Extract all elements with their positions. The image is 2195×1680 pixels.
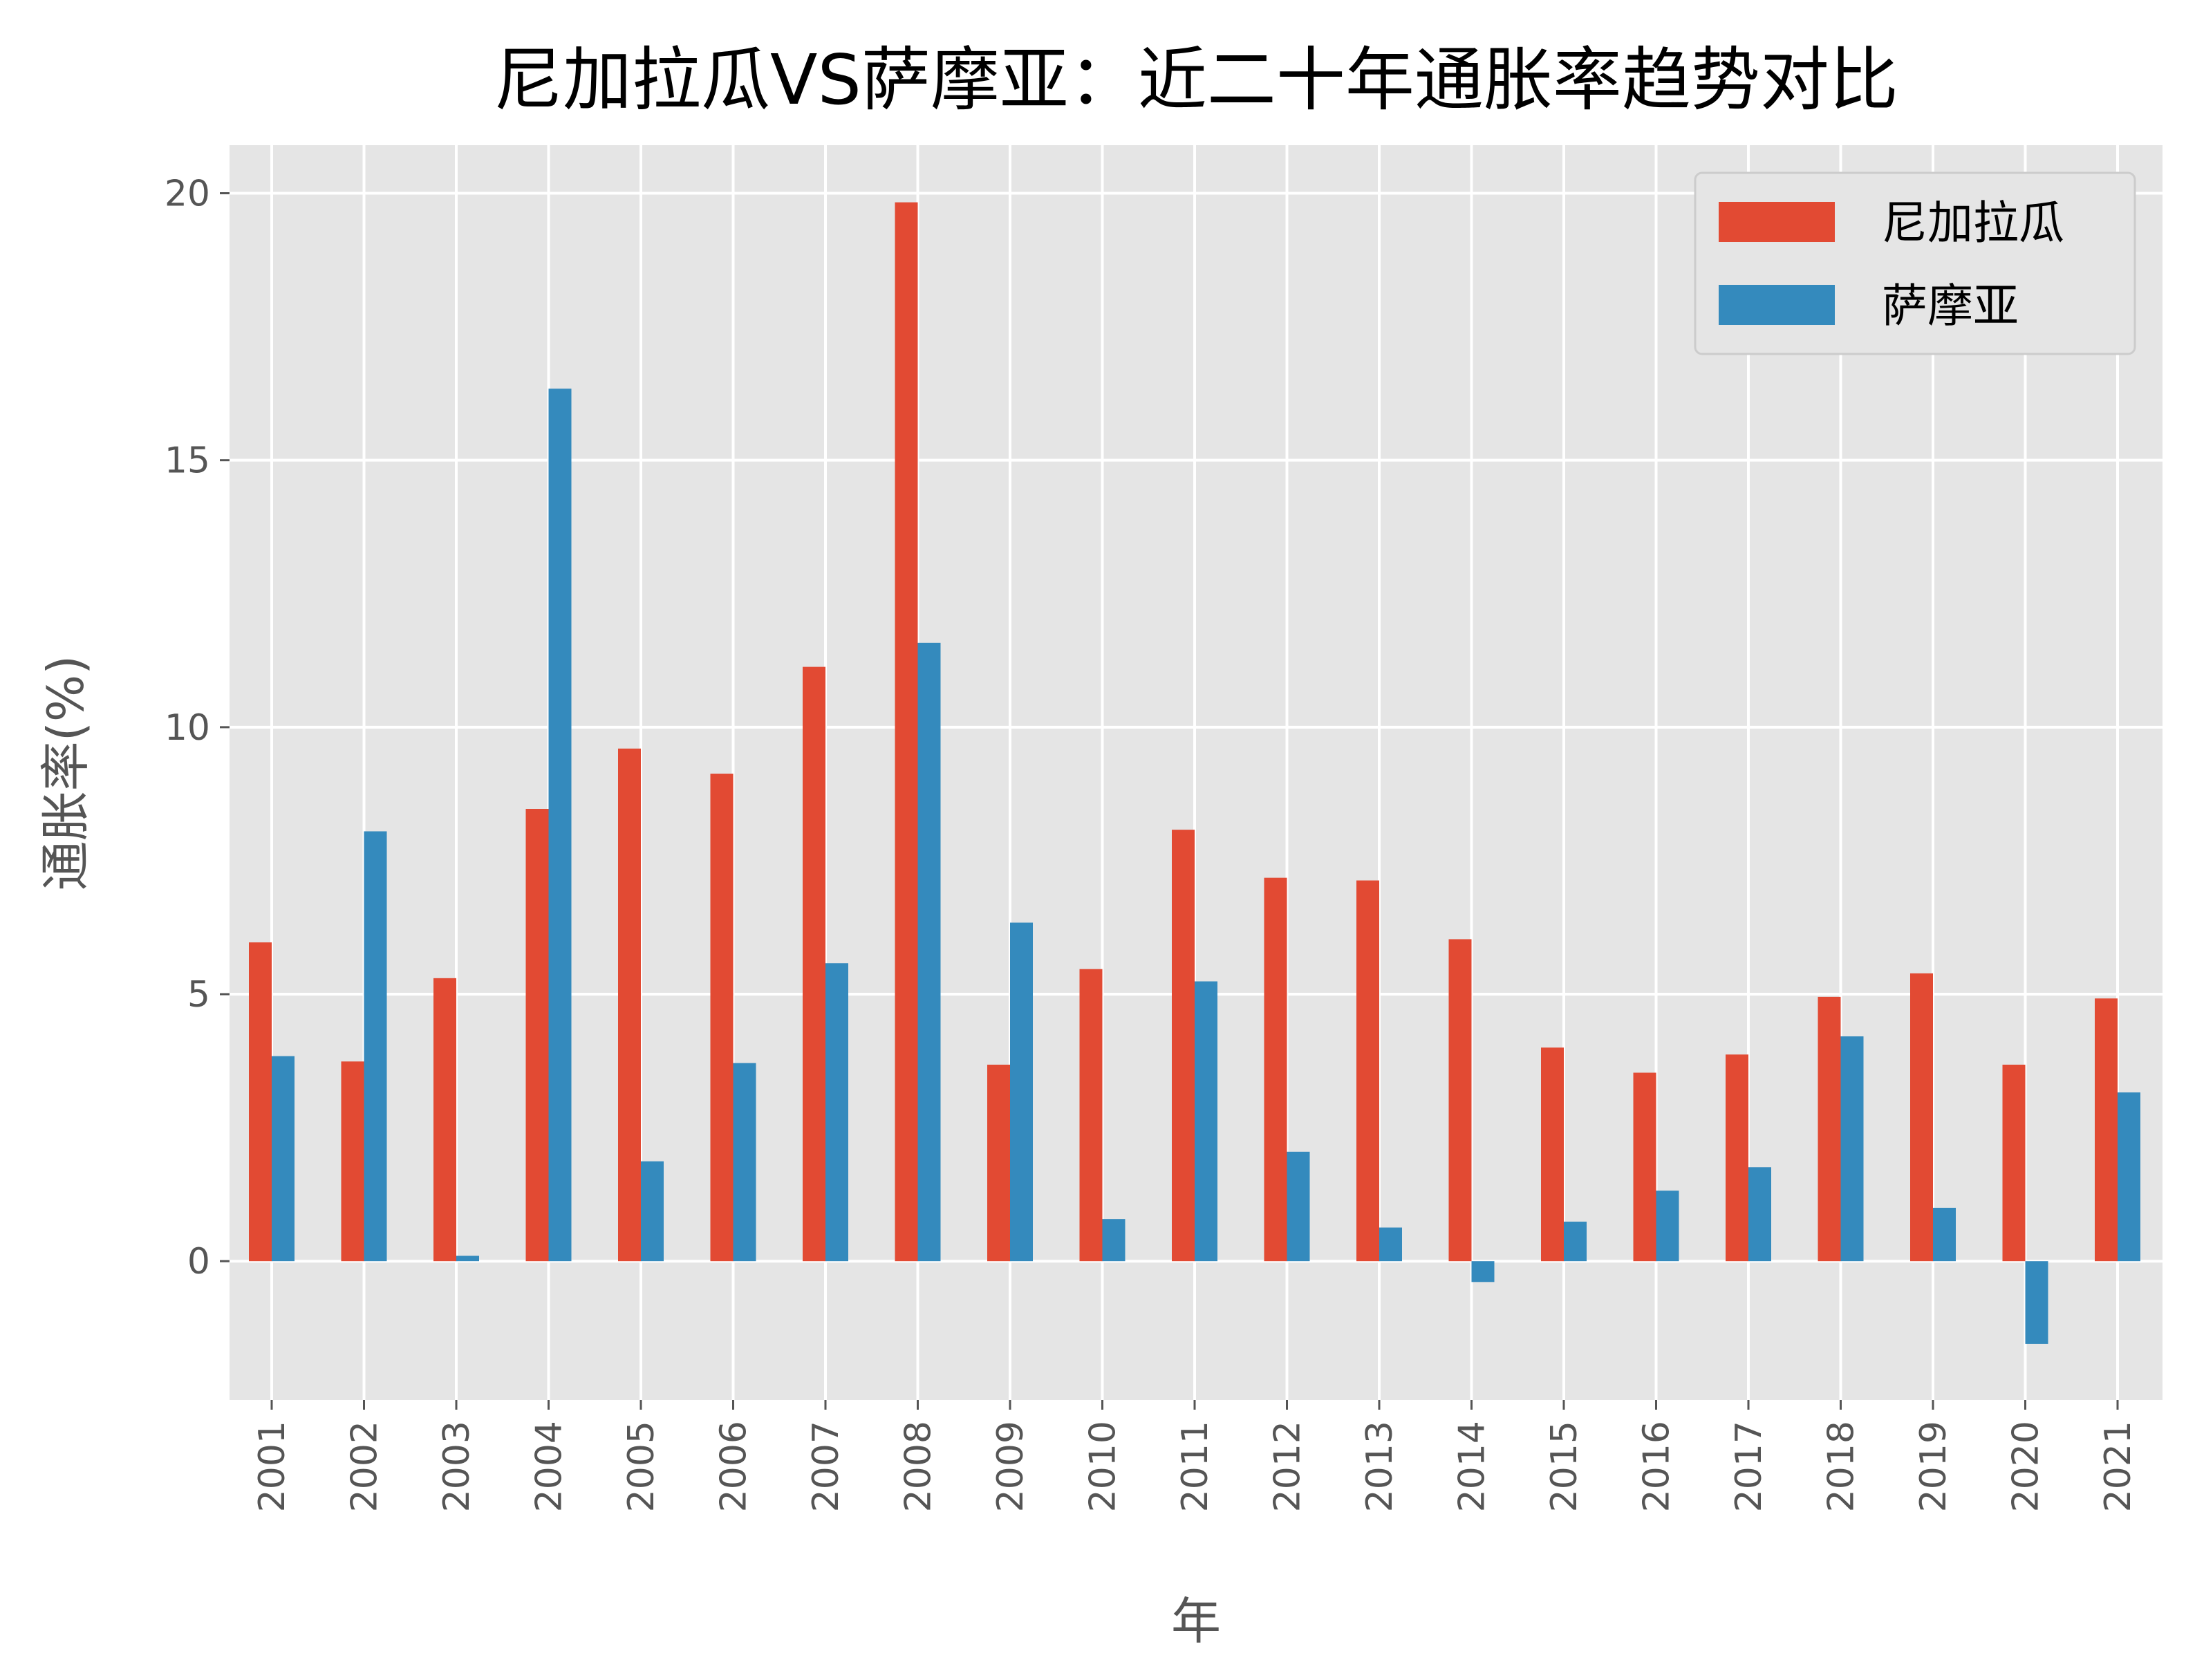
bar-nicaragua-2020 bbox=[2002, 1064, 2026, 1262]
bar-nicaragua-2005 bbox=[618, 748, 641, 1262]
bar-nicaragua-2012 bbox=[1264, 877, 1287, 1262]
bar-samoa-2009 bbox=[1010, 922, 1033, 1262]
bar-samoa-2008 bbox=[917, 642, 941, 1262]
x-tick-label: 2018 bbox=[1821, 1421, 1862, 1512]
x-tick-label: 2002 bbox=[344, 1421, 386, 1512]
bar-samoa-2018 bbox=[1840, 1036, 1864, 1262]
bar-samoa-2020 bbox=[2025, 1261, 2048, 1344]
x-tick-label: 2005 bbox=[621, 1421, 662, 1512]
bar-nicaragua-2004 bbox=[525, 809, 549, 1262]
bar-samoa-2013 bbox=[1379, 1227, 1402, 1262]
bar-nicaragua-2014 bbox=[1448, 939, 1472, 1262]
bar-samoa-2014 bbox=[1471, 1261, 1495, 1282]
bar-nicaragua-2008 bbox=[895, 202, 918, 1262]
x-tick-label: 2008 bbox=[898, 1421, 940, 1512]
legend-swatch-samoa bbox=[1719, 285, 1835, 325]
x-tick-label: 2019 bbox=[1913, 1421, 1954, 1512]
x-tick-label: 2003 bbox=[436, 1421, 478, 1512]
x-axis-label: 年 bbox=[1171, 1592, 1221, 1650]
x-tick-label: 2017 bbox=[1728, 1421, 1770, 1512]
bar-samoa-2021 bbox=[2118, 1092, 2140, 1262]
bar-samoa-2006 bbox=[733, 1063, 756, 1262]
bar-samoa-2015 bbox=[1564, 1222, 1587, 1262]
bar-samoa-2003 bbox=[456, 1256, 479, 1262]
bar-nicaragua-2002 bbox=[341, 1061, 364, 1262]
bar-samoa-2001 bbox=[272, 1056, 295, 1262]
bar-nicaragua-2013 bbox=[1356, 880, 1379, 1262]
bar-nicaragua-2018 bbox=[1818, 996, 1841, 1262]
bar-nicaragua-2009 bbox=[987, 1064, 1010, 1262]
bar-nicaragua-2021 bbox=[2095, 998, 2118, 1262]
y-tick-label: 5 bbox=[187, 974, 210, 1016]
chart-title: 尼加拉瓜VS萨摩亚：近二十年通胀率趋势对比 bbox=[494, 39, 1898, 120]
x-tick-label: 2014 bbox=[1452, 1421, 1493, 1512]
y-tick-label: 10 bbox=[165, 707, 210, 749]
bar-samoa-2016 bbox=[1656, 1191, 1679, 1262]
x-tick-label: 2004 bbox=[529, 1421, 570, 1512]
bar-nicaragua-2010 bbox=[1079, 969, 1103, 1262]
y-axis-label: 通胀率(%) bbox=[37, 655, 95, 891]
y-tick-label: 15 bbox=[165, 440, 210, 482]
bar-nicaragua-2019 bbox=[1910, 973, 1933, 1262]
x-tick-label: 2006 bbox=[713, 1421, 755, 1512]
bar-nicaragua-2007 bbox=[803, 666, 825, 1262]
bar-nicaragua-2001 bbox=[249, 942, 272, 1262]
bar-samoa-2010 bbox=[1102, 1219, 1125, 1262]
bar-nicaragua-2016 bbox=[1633, 1072, 1656, 1262]
bar-samoa-2007 bbox=[825, 963, 848, 1262]
bar-samoa-2017 bbox=[1748, 1167, 1771, 1262]
x-tick-label: 2013 bbox=[1359, 1421, 1401, 1512]
x-tick-label: 2001 bbox=[252, 1421, 293, 1512]
x-tick-label: 2012 bbox=[1267, 1421, 1309, 1512]
bar-samoa-2012 bbox=[1287, 1151, 1310, 1262]
legend-label-samoa: 萨摩亚 bbox=[1882, 279, 2019, 333]
bar-samoa-2019 bbox=[1933, 1207, 1956, 1262]
legend: 尼加拉瓜 萨摩亚 bbox=[1694, 171, 2136, 355]
bar-nicaragua-2015 bbox=[1541, 1047, 1564, 1262]
bar-nicaragua-2017 bbox=[1726, 1054, 1748, 1262]
bar-samoa-2002 bbox=[364, 831, 387, 1262]
x-tick-label: 2011 bbox=[1175, 1421, 1216, 1512]
x-tick-label: 2007 bbox=[805, 1421, 847, 1512]
bar-nicaragua-2011 bbox=[1172, 830, 1195, 1262]
bar-samoa-2004 bbox=[548, 389, 572, 1262]
x-tick-label: 2021 bbox=[2098, 1421, 2139, 1512]
y-tick-label: 0 bbox=[187, 1241, 210, 1282]
x-tick-label: 2020 bbox=[2006, 1421, 2047, 1512]
bar-samoa-2011 bbox=[1195, 981, 1217, 1262]
x-tick-label: 2016 bbox=[1636, 1421, 1678, 1512]
legend-label-nicaragua: 尼加拉瓜 bbox=[1882, 196, 2064, 250]
bar-nicaragua-2006 bbox=[710, 774, 734, 1262]
legend-swatch-nicaragua bbox=[1719, 202, 1835, 242]
bar-samoa-2005 bbox=[641, 1161, 664, 1262]
y-tick-label: 20 bbox=[165, 174, 210, 215]
x-tick-label: 2009 bbox=[990, 1421, 1031, 1512]
x-tick-label: 2015 bbox=[1544, 1421, 1585, 1512]
bar-nicaragua-2003 bbox=[433, 978, 456, 1262]
x-tick-label: 2010 bbox=[1083, 1421, 1124, 1512]
